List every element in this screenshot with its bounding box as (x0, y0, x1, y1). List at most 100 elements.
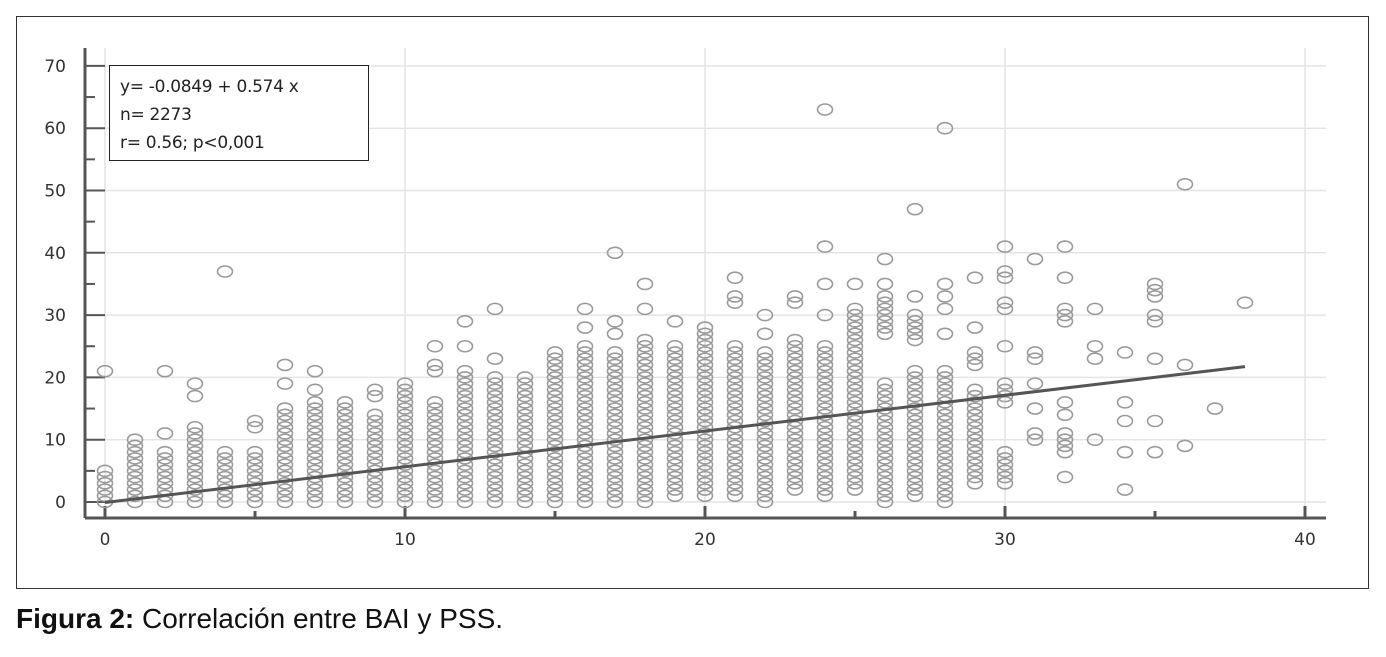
scatter-chart: 0 10 20 30 40 50 60 70 0 10 20 30 40 (44, 48, 1326, 550)
data-point (906, 321, 924, 334)
data-point (696, 339, 714, 353)
data-point (876, 302, 894, 316)
data-point (576, 483, 594, 496)
data-point (576, 489, 594, 503)
data-point (336, 458, 354, 471)
data-point (906, 427, 924, 440)
data-point (426, 396, 444, 409)
data-point (576, 464, 594, 478)
data-point (246, 458, 264, 471)
data-point (606, 408, 624, 422)
data-point (936, 383, 954, 397)
data-point (1056, 427, 1074, 440)
correlation-stat: r= 0.56; p<0,001 (120, 133, 265, 153)
data-point (1026, 433, 1044, 447)
data-point (906, 290, 924, 303)
data-point (786, 470, 804, 484)
data-point (966, 452, 984, 465)
data-point (756, 396, 774, 409)
data-point (966, 389, 984, 403)
data-point (606, 483, 624, 496)
data-point (846, 327, 864, 341)
data-point (786, 445, 804, 459)
data-point (876, 296, 894, 309)
data-point (456, 402, 474, 415)
data-point (846, 352, 864, 366)
data-point (876, 464, 894, 478)
data-point (726, 408, 744, 422)
data-point (696, 470, 714, 484)
data-point (366, 439, 384, 453)
data-point (876, 445, 894, 459)
data-point (726, 483, 744, 496)
data-point (1056, 271, 1074, 285)
data-point (1116, 483, 1134, 496)
data-point (726, 470, 744, 484)
data-point (366, 452, 384, 465)
data-point (726, 452, 744, 465)
data-point (606, 477, 624, 490)
data-point (606, 489, 624, 503)
data-point (576, 402, 594, 415)
data-point (396, 495, 414, 509)
data-point (396, 452, 414, 465)
regression-annotation-box: y= -0.0849 + 0.574 x n= 2273 r= 0.56; p<… (109, 65, 369, 161)
data-point (966, 321, 984, 334)
data-point (816, 445, 834, 459)
data-point (876, 470, 894, 484)
data-point (966, 458, 984, 471)
data-point (696, 371, 714, 384)
data-point (1056, 408, 1074, 422)
data-point (936, 290, 954, 303)
x-tick-label: 10 (394, 530, 416, 550)
data-point (906, 327, 924, 341)
data-point (876, 327, 894, 341)
data-point (456, 315, 474, 328)
x-tick-label: 40 (1294, 530, 1316, 550)
data-point (696, 321, 714, 334)
data-point (816, 240, 834, 253)
data-point (426, 364, 444, 378)
data-point (696, 414, 714, 428)
data-point (1176, 358, 1194, 372)
data-point (816, 352, 834, 366)
data-point (456, 364, 474, 378)
data-point (906, 371, 924, 384)
data-point (486, 371, 504, 384)
data-point (636, 414, 654, 428)
data-point (276, 358, 294, 372)
data-point (486, 420, 504, 434)
data-point (816, 483, 834, 496)
data-point (786, 339, 804, 353)
data-point (876, 277, 894, 291)
data-point (306, 489, 324, 503)
data-point (126, 433, 144, 447)
data-point (336, 489, 354, 503)
data-point (366, 408, 384, 422)
data-point (756, 358, 774, 372)
data-point (636, 477, 654, 490)
data-point (906, 452, 924, 465)
data-point (546, 396, 564, 409)
data-point (666, 483, 684, 496)
data-point (156, 464, 174, 478)
data-point (756, 477, 774, 490)
data-point (396, 377, 414, 390)
data-point (876, 252, 894, 266)
data-point (606, 346, 624, 359)
data-point (636, 302, 654, 316)
data-point (306, 433, 324, 447)
data-point (156, 445, 174, 459)
data-point (426, 477, 444, 490)
data-point (726, 339, 744, 353)
data-point (246, 495, 264, 509)
data-point (726, 346, 744, 359)
data-point (96, 477, 114, 490)
data-point (396, 445, 414, 459)
data-point (456, 489, 474, 503)
data-point (966, 433, 984, 447)
data-point (696, 358, 714, 372)
data-point (666, 396, 684, 409)
data-point (786, 427, 804, 440)
data-point (486, 414, 504, 428)
